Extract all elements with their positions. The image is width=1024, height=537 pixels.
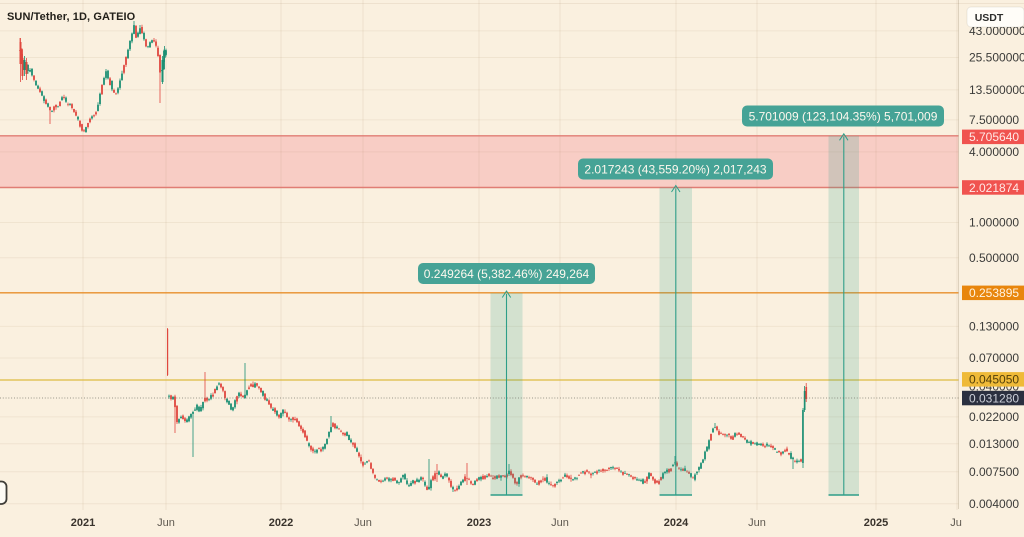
svg-text:Ju: Ju (950, 517, 962, 529)
svg-text:0.007500: 0.007500 (969, 465, 1019, 479)
svg-text:0.500000: 0.500000 (969, 251, 1019, 265)
svg-text:5.701009 (123,104.35%) 5,701,0: 5.701009 (123,104.35%) 5,701,009 (749, 110, 938, 124)
svg-text:USDT: USDT (975, 12, 1004, 24)
svg-text:0.249264 (5,382.46%) 249,264: 0.249264 (5,382.46%) 249,264 (424, 267, 590, 281)
svg-text:0.045050: 0.045050 (969, 373, 1019, 387)
svg-text:0.130000: 0.130000 (969, 320, 1019, 334)
svg-text:7.500000: 7.500000 (969, 113, 1019, 127)
svg-text:0.022000: 0.022000 (969, 410, 1019, 424)
svg-text:Jun: Jun (551, 517, 569, 529)
svg-text:2.017243 (43,559.20%) 2,017,24: 2.017243 (43,559.20%) 2,017,243 (584, 163, 766, 177)
svg-text:1.000000: 1.000000 (969, 216, 1019, 230)
svg-text:4.000000: 4.000000 (969, 145, 1019, 159)
svg-text:2024: 2024 (664, 517, 689, 529)
svg-text:0.031280: 0.031280 (969, 391, 1019, 405)
svg-text:25.500000: 25.500000 (969, 51, 1024, 65)
svg-text:2.021874: 2.021874 (969, 181, 1019, 195)
svg-text:0.253895: 0.253895 (969, 286, 1019, 300)
svg-text:Jun: Jun (354, 517, 372, 529)
svg-text:Jun: Jun (157, 517, 175, 529)
svg-text:0.013000: 0.013000 (969, 437, 1019, 451)
svg-text:0.070000: 0.070000 (969, 351, 1019, 365)
svg-text:SUN/Tether, 1D, GATEIO: SUN/Tether, 1D, GATEIO (7, 11, 136, 23)
svg-text:2022: 2022 (269, 517, 293, 529)
svg-text:Jun: Jun (748, 517, 766, 529)
svg-text:2023: 2023 (467, 517, 491, 529)
svg-text:2021: 2021 (71, 517, 95, 529)
svg-text:0.004000: 0.004000 (969, 497, 1019, 511)
svg-text:43.000000: 43.000000 (969, 24, 1024, 38)
svg-text:13.500000: 13.500000 (969, 83, 1024, 97)
svg-text:5.705640: 5.705640 (969, 130, 1019, 144)
svg-text:2025: 2025 (864, 517, 888, 529)
